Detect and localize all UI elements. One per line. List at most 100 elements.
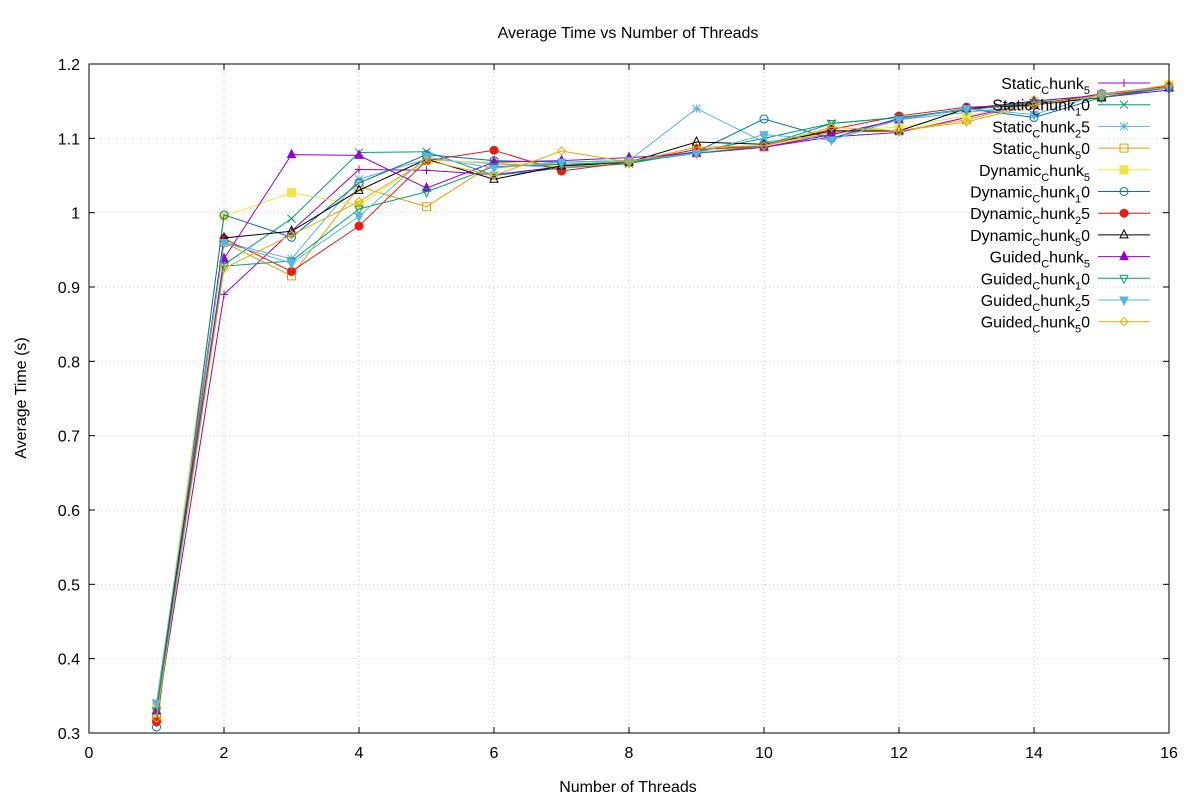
data-point: [894, 126, 904, 136]
data-point: [894, 116, 904, 126]
data-point: [286, 259, 297, 270]
data-point: [489, 170, 499, 181]
tick-labels: 0 2 4 6 8 10 12 14 16 0.3 0.4 0.5 0.6 0.7 0.8 0.9 1 1.1 1.…: [58, 57, 1178, 762]
data-point: [961, 105, 972, 115]
legend-entry: GuidedChunk25: [981, 293, 1150, 314]
x-tick-label: 0: [85, 745, 94, 762]
data-point: [826, 122, 837, 132]
legend-entry: DynamicChunk5: [979, 163, 1150, 184]
y-tick-label: 0.5: [58, 577, 80, 594]
legend-marker: [1119, 296, 1129, 307]
legend-label: StaticChunk50: [992, 141, 1090, 162]
data-point: [759, 131, 769, 141]
x-tick-label: 4: [355, 745, 364, 762]
data-point: [759, 142, 769, 152]
data-point: [421, 155, 432, 166]
y-tick-label: 0.9: [58, 280, 80, 297]
data-point: [421, 153, 432, 164]
legend-label: DynamicChunk10: [970, 185, 1090, 206]
data-point: [354, 212, 364, 223]
series-line: [156, 87, 1170, 704]
legend-label: GuidedChunk25: [981, 293, 1090, 314]
data-point: [556, 158, 567, 169]
data-point: [219, 210, 229, 220]
legend-label: GuidedChunk50: [981, 315, 1090, 336]
legend-label: StaticChunk5: [1001, 76, 1090, 97]
legend-entry: StaticChunk25: [992, 119, 1150, 140]
data-point: [219, 238, 229, 249]
series-line: [156, 87, 1170, 711]
data-point: [219, 263, 229, 274]
legend-marker: [1119, 143, 1129, 153]
legend-marker: [1120, 79, 1128, 87]
grid-lines: [89, 64, 1169, 733]
data-point: [354, 184, 364, 194]
legend-entry: StaticChunk10: [992, 98, 1150, 119]
data-point: [287, 188, 296, 198]
data-point: [422, 166, 431, 175]
y-tick-label: 0.7: [58, 429, 80, 446]
legend-marker: [1119, 100, 1129, 110]
legend-entry: StaticChunk50: [992, 141, 1150, 162]
legend-entry: StaticChunk5: [1001, 76, 1150, 97]
legend-entry: DynamicChunk25: [970, 206, 1150, 227]
data-point: [692, 104, 701, 113]
y-tick-label: 1: [71, 206, 80, 223]
chart-title: Average Time vs Number of Threads: [498, 25, 759, 42]
data-point: [421, 188, 432, 198]
data-point: [151, 713, 162, 723]
data-point: [1029, 100, 1039, 110]
data-point: [691, 135, 702, 146]
legend-label: StaticChunk25: [992, 119, 1090, 140]
data-point: [759, 114, 769, 124]
x-tick-label: 10: [755, 745, 773, 762]
y-tick-label: 0.8: [58, 354, 80, 371]
data-point: [489, 173, 499, 183]
legend-marker: [1119, 250, 1129, 261]
y-tick-label: 1.2: [58, 57, 80, 74]
data-point: [1029, 99, 1039, 109]
x-tick-label: 8: [625, 745, 634, 762]
x-axis-label: Number of Threads: [559, 779, 697, 796]
legend-entry: GuidedChunk5: [990, 250, 1150, 271]
data-point: [355, 165, 363, 174]
x-tick-label: 6: [490, 745, 499, 762]
legend-label: GuidedChunk10: [981, 271, 1090, 292]
legend-entry: DynamicChunk10: [970, 185, 1150, 206]
data-point: [354, 221, 364, 231]
data-point: [489, 164, 499, 175]
data-point: [691, 142, 702, 152]
data-point: [624, 157, 634, 167]
data-point: [354, 178, 364, 188]
x-tick-label: 16: [1160, 745, 1178, 762]
data-point: [826, 119, 837, 130]
series-line: [156, 84, 1170, 719]
y-tick-label: 0.3: [58, 726, 80, 743]
data-point: [1096, 90, 1107, 100]
legend-marker: [1119, 316, 1129, 327]
legend-label: DynamicChunk5: [979, 163, 1090, 184]
legend-marker: [1119, 208, 1129, 218]
data-point: [354, 196, 364, 207]
data-point: [826, 136, 837, 146]
x-tick-label: 2: [220, 745, 229, 762]
y-axis-label: Average Time (s): [13, 337, 30, 459]
legend-label: DynamicChunk50: [970, 228, 1090, 249]
data-point: [286, 230, 297, 240]
legend: StaticChunk5StaticChunk10StaticChunk25St…: [970, 76, 1150, 336]
series-line: [156, 87, 1170, 711]
legend-label: StaticChunk10: [992, 98, 1090, 119]
data-point: [894, 124, 904, 135]
legend-marker: [1119, 122, 1129, 131]
data-point: [422, 202, 431, 212]
data-point: [759, 141, 769, 151]
data-point: [1029, 111, 1039, 121]
data-point: [286, 225, 297, 235]
plot-frame: [88, 63, 1170, 734]
data-point: [287, 214, 296, 223]
y-tick-label: 1.1: [58, 131, 80, 148]
legend-marker: [1119, 228, 1129, 239]
series-layer: [151, 80, 1174, 732]
legend-entry: GuidedChunk10: [981, 271, 1150, 292]
